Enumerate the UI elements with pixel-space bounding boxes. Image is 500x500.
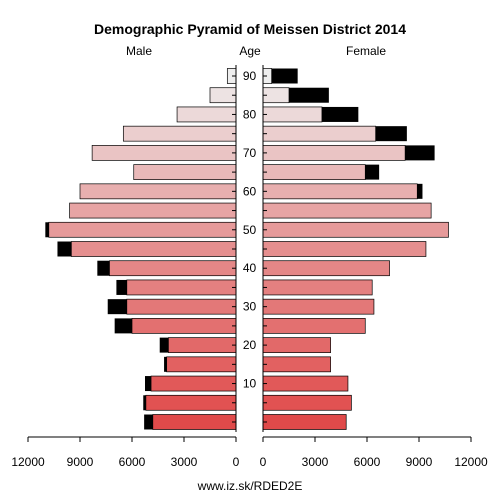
female-bar-75-79 (262, 125, 377, 142)
age-tick-label-70: 70 (243, 146, 257, 160)
female-bar-80-84 (262, 106, 323, 123)
female-excess-bar-70-74 (405, 145, 435, 161)
male-x-tick-label: 6000 (119, 455, 146, 469)
female-bar-50-54 (262, 221, 449, 238)
male-excess-bar-20-24 (159, 337, 169, 353)
female-bar-20-24 (262, 337, 331, 353)
age-tick-label-90: 90 (243, 69, 257, 83)
male-bar-65-69 (133, 164, 237, 180)
male-bar-75-79 (122, 125, 237, 142)
age-tick-label-40: 40 (243, 261, 257, 275)
female-bar-10-14 (262, 375, 349, 392)
age-tick-label-80: 80 (243, 107, 257, 121)
axes-group: 10 20 30 40 50 60 70 80 90 12000 9000 6000 3000 0 0 300… (11, 65, 488, 469)
male-bar-30-34 (126, 298, 237, 315)
female-bar-5-9 (262, 394, 352, 411)
male-bar-45-49 (70, 241, 237, 257)
female-bar-35-39 (262, 279, 373, 296)
male-bar-80-84 (176, 106, 237, 123)
male-excess-bar-30-34 (107, 299, 127, 315)
female-bar-65-69 (262, 164, 366, 180)
female-bar-15-19 (262, 356, 331, 373)
age-tick-label-50: 50 (243, 223, 257, 237)
female-x-tick-label: 3000 (302, 455, 329, 469)
male-bar-70-74 (91, 145, 237, 161)
female-x-tick-label: 12000 (454, 455, 488, 469)
female-bar-45-49 (262, 241, 427, 257)
male-bar-50-54 (48, 221, 237, 238)
age-tick-label-30: 30 (243, 300, 257, 314)
female-excess-bar-80-84 (321, 106, 359, 122)
female-bar-25-29 (262, 318, 366, 334)
male-excess-bar-50-54 (45, 222, 49, 238)
male-bar-40-44 (109, 260, 237, 277)
male-excess-bar-45-49 (57, 241, 72, 257)
female-bar-40-44 (262, 260, 390, 277)
male-bar-5-9 (145, 394, 237, 411)
female-bar-30-34 (262, 298, 375, 315)
female-bar-70-74 (262, 145, 406, 161)
female-excess-bar-60-64 (417, 183, 423, 199)
female-bar-55-59 (262, 202, 432, 219)
male-bar-60-64 (79, 183, 237, 200)
female-excess-bar-75-79 (375, 126, 407, 142)
male-excess-bar-5-9 (143, 395, 146, 411)
female-bar-0-4 (262, 414, 347, 430)
male-excess-bar-10-14 (145, 376, 152, 392)
footer-url[interactable]: www.iz.sk/RDED2E (197, 479, 303, 493)
bars-group (45, 68, 449, 430)
male-label: Male (126, 44, 152, 58)
male-bar-35-39 (126, 279, 237, 296)
age-tick-label-20: 20 (243, 338, 257, 352)
male-bar-55-59 (69, 202, 237, 219)
female-x-tick-label: 0 (260, 455, 267, 469)
age-tick-label-60: 60 (243, 184, 257, 198)
male-bar-0-4 (152, 414, 237, 430)
male-x-tick-label: 9000 (67, 455, 94, 469)
female-label: Female (346, 44, 386, 58)
male-excess-bar-0-4 (144, 414, 153, 430)
male-x-tick-label: 0 (233, 455, 240, 469)
male-bar-10-14 (150, 375, 237, 392)
male-x-tick-label: 12000 (11, 455, 45, 469)
female-x-tick-label: 9000 (406, 455, 433, 469)
male-x-tick-label: 3000 (171, 455, 198, 469)
male-excess-bar-15-19 (164, 356, 167, 372)
male-bar-15-19 (166, 356, 237, 373)
female-excess-bar-90+ (271, 68, 298, 84)
female-excess-bar-85-89 (289, 87, 329, 103)
male-bar-25-29 (131, 318, 237, 334)
chart-title: Demographic Pyramid of Meissen District … (94, 21, 406, 37)
female-x-tick-label: 6000 (354, 455, 381, 469)
male-excess-bar-35-39 (116, 279, 127, 295)
female-bar-60-64 (262, 183, 418, 200)
male-excess-bar-40-44 (97, 260, 110, 276)
age-label: Age (239, 44, 261, 58)
age-tick-label-10: 10 (243, 377, 257, 391)
male-excess-bar-25-29 (114, 318, 132, 334)
female-excess-bar-65-69 (365, 164, 380, 180)
male-bar-20-24 (168, 337, 237, 353)
